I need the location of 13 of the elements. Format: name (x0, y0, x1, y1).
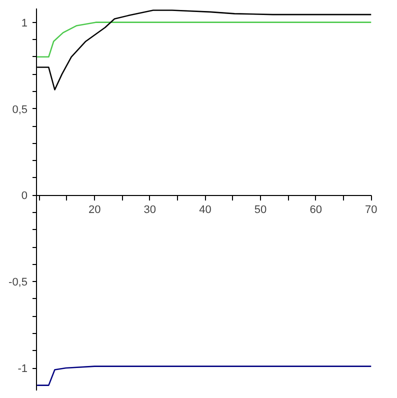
y-tick-label: 0 (21, 190, 28, 202)
x-tick-label: 70 (365, 204, 378, 216)
y-tick-label: 0,5 (12, 104, 28, 116)
x-tick-label: 20 (88, 204, 101, 216)
x-tick-label: 50 (254, 204, 267, 216)
line-series (36, 22, 372, 58)
x-tick-label: 60 (310, 204, 322, 216)
x-tick-label: 30 (144, 204, 156, 216)
line-series (36, 366, 372, 386)
y-tick-label: 1 (21, 17, 28, 30)
y-tick-label: -0,5 (8, 276, 28, 289)
y-tick-label: -1 (18, 363, 28, 376)
x-tick-label: 40 (199, 204, 212, 216)
